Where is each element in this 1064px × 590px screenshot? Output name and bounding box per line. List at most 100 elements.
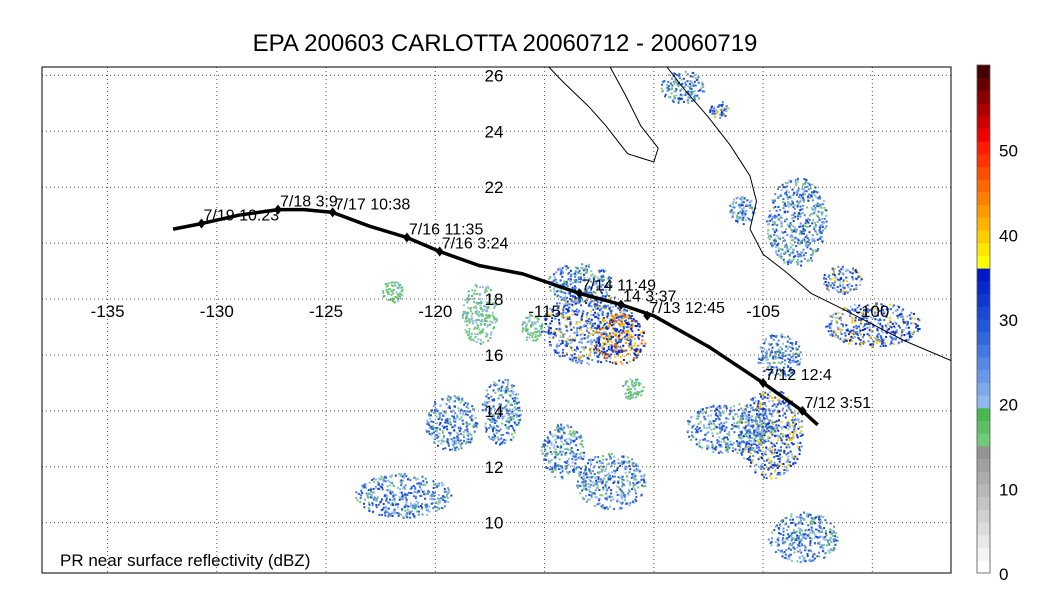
lon-tick-label: -130	[200, 302, 234, 321]
colorbar-swatch	[977, 166, 990, 180]
colorbar-swatch	[977, 484, 990, 498]
lat-tick-label: 10	[485, 514, 504, 533]
colorbar-swatch	[977, 547, 990, 561]
rain-region	[355, 472, 453, 519]
colorbar-swatch	[977, 458, 990, 472]
track-point-marker	[197, 218, 206, 229]
colorbar-swatch	[977, 141, 990, 155]
colorbar-swatch	[977, 153, 990, 167]
storm-track-layer: 7/19 10:237/18 3:97/17 10:387/16 11:357/…	[172, 194, 871, 427]
track-point-marker	[759, 377, 768, 388]
lat-tick-label: 12	[485, 458, 504, 477]
colorbar-swatch	[977, 420, 990, 434]
mainland-coastline	[666, 67, 951, 361]
tick-label-layer: -135 -130 -125 -120 -115 -105 -100 10 12 14 16 18 22…	[91, 66, 890, 532]
rain-layer	[355, 70, 921, 563]
colorbar-swatch	[977, 65, 990, 79]
rain-region	[622, 378, 645, 401]
colorbar-swatch	[977, 407, 990, 421]
rain-region	[382, 281, 404, 304]
colorbar-swatch	[977, 433, 990, 447]
storm-track-line	[172, 207, 819, 427]
lat-tick-label: 24	[485, 122, 504, 141]
map-title: EPA 200603 CARLOTTA 20060712 - 20060719	[252, 30, 758, 57]
colorbar-swatch	[977, 179, 990, 193]
rain-region	[593, 313, 647, 365]
colorbar-swatch	[977, 319, 990, 333]
colorbar-tick-label: 30	[999, 311, 1018, 330]
track-point-marker	[402, 232, 411, 243]
track-point-marker	[328, 207, 337, 218]
colorbar-swatch	[977, 204, 990, 218]
track-point-label: 14 3:37	[623, 289, 676, 306]
colorbar-swatch	[977, 560, 990, 574]
colorbar-swatch	[977, 357, 990, 371]
colorbar-swatch	[977, 369, 990, 383]
colorbar-swatch	[977, 280, 990, 294]
rain-region	[686, 403, 773, 454]
lon-tick-label: -115	[528, 302, 561, 321]
track-point-label: 7/18 3:9	[280, 194, 338, 211]
rain-region	[461, 284, 498, 345]
track-point-label: 7/16 3:24	[442, 236, 509, 253]
track-point-label: 7/16 11:35	[409, 222, 484, 239]
track-point-marker	[617, 299, 626, 310]
colorbar-swatch	[977, 103, 990, 117]
graticule	[42, 67, 951, 573]
colorbar-swatch	[977, 471, 990, 485]
rain-region	[540, 423, 586, 480]
rain-region	[767, 511, 839, 563]
track-point-marker	[643, 310, 652, 321]
rain-region	[729, 195, 757, 226]
colorbar-swatch	[977, 331, 990, 345]
colorbar-tick-label: 0	[999, 565, 1008, 584]
lon-tick-label: -135	[91, 302, 125, 321]
colorbar-tick-label: 40	[999, 226, 1018, 245]
track-point-label: 7/19 10:23	[204, 208, 280, 225]
colorbar-tick-label: 10	[999, 480, 1018, 499]
colorbar-swatch	[977, 77, 990, 91]
colorbar-swatch	[977, 268, 990, 282]
colorbar-frame	[976, 64, 991, 574]
rain-region	[660, 70, 706, 104]
colorbar-swatch	[977, 496, 990, 510]
rain-region	[823, 265, 863, 296]
baja-coastline	[548, 67, 659, 163]
colorbar-swatch	[977, 230, 990, 244]
rain-region	[709, 101, 730, 119]
colorbar-swatch	[977, 382, 990, 396]
colorbar: 0 10 20 30 40 50	[976, 64, 1018, 584]
rain-region	[757, 333, 802, 378]
plot-frame	[41, 66, 952, 574]
colorbar-tick-label: 20	[999, 396, 1018, 415]
rain-region	[425, 395, 479, 452]
track-point-label: 7/13 12:45	[649, 300, 725, 317]
track-point-marker	[273, 204, 282, 215]
colorbar-swatch	[977, 128, 990, 142]
track-point-label: 7/14 11:49	[582, 277, 657, 294]
rain-region	[481, 378, 523, 446]
lon-tick-label: -105	[746, 302, 780, 321]
map-caption: PR near surface reflectivity (dBZ)	[60, 551, 310, 570]
track-point-marker	[435, 246, 444, 257]
lat-tick-label: 22	[485, 178, 504, 197]
colorbar-swatch	[977, 509, 990, 523]
rain-region	[576, 452, 647, 510]
lon-tick-label: -100	[855, 302, 889, 321]
track-point-marker	[798, 405, 807, 416]
colorbar-swatch	[977, 90, 990, 104]
colorbar-swatch	[977, 255, 990, 269]
colorbar-swatch	[977, 446, 990, 460]
rain-region	[521, 313, 544, 342]
lat-tick-label: 26	[485, 66, 504, 85]
colorbar-swatch	[977, 217, 990, 231]
colorbar-swatch	[977, 522, 990, 536]
colorbar-swatch	[977, 395, 990, 409]
lat-tick-label: 16	[485, 346, 504, 365]
track-point-marker	[575, 288, 584, 299]
lat-tick-label: 18	[485, 290, 504, 309]
colorbar-swatch	[977, 192, 990, 206]
lon-tick-label: -120	[418, 302, 452, 321]
colorbar-swatch	[977, 115, 990, 129]
